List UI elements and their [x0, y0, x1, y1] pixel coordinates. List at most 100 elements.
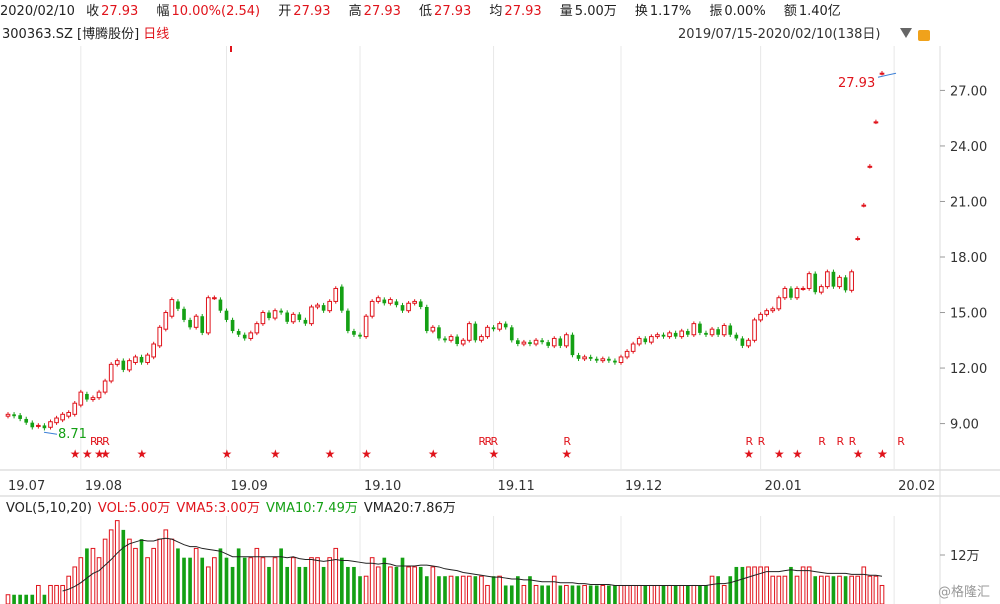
volume-bar	[400, 557, 405, 604]
candle-body	[794, 287, 800, 299]
candle-body	[248, 332, 254, 339]
volume-bar	[721, 584, 727, 604]
candle-body	[96, 391, 102, 399]
volume-bar	[800, 566, 806, 604]
signal-star: ★	[222, 447, 233, 461]
period-kind[interactable]: 日线	[143, 27, 170, 42]
volume-bar	[873, 575, 879, 604]
candle-body	[182, 308, 186, 320]
candle-body	[54, 417, 59, 424]
volume-bar	[879, 584, 885, 604]
volume-bar	[151, 547, 156, 604]
volume-bar	[218, 548, 223, 604]
volume-bar	[60, 584, 65, 604]
candle-body	[309, 306, 314, 325]
volume-bar	[776, 575, 782, 604]
x-tick-label: 19.09	[231, 479, 268, 494]
close-label: 收	[86, 4, 100, 19]
candle-body	[479, 336, 484, 341]
candle-body	[193, 315, 199, 328]
quote-infobar: 2020/02/10 收 27.93 幅 10.00%(2.54) 开 27.93 高…	[0, 0, 1000, 24]
x-tick-label: 19.12	[625, 479, 662, 494]
quote-date: 2020/02/10	[0, 4, 75, 19]
signal-star: ★	[853, 447, 864, 461]
volume-bar	[636, 584, 642, 604]
candle-body	[734, 334, 739, 339]
candle-body	[509, 327, 514, 341]
candle-body	[42, 425, 47, 429]
volume-bar	[230, 566, 235, 604]
candle-body	[764, 310, 770, 315]
volume-bar	[746, 566, 751, 604]
x-tick-label: 20.02	[898, 479, 935, 494]
volume-bar	[588, 585, 593, 604]
candle-body	[704, 332, 708, 335]
volume-bar	[394, 566, 399, 604]
candle-body	[873, 121, 879, 124]
candle-body	[879, 72, 885, 75]
candle-body	[630, 343, 636, 352]
candle-body	[825, 271, 830, 288]
watermark: @格隆汇	[938, 584, 990, 600]
volume-bar	[388, 566, 393, 604]
candle-body	[400, 305, 405, 311]
candle-body	[466, 323, 472, 341]
volume-bar	[285, 566, 290, 604]
lock-icon[interactable]	[918, 30, 930, 41]
volume-bar	[145, 557, 150, 604]
volume-bar	[546, 585, 551, 604]
dropdown-arrow-icon[interactable]	[900, 28, 912, 38]
volume-bar	[236, 548, 241, 604]
low-label: 低	[419, 4, 433, 19]
candle-body	[800, 287, 806, 290]
candle-body	[460, 339, 466, 345]
candle-body	[72, 402, 78, 415]
volume-bar	[363, 575, 369, 604]
volume-bar	[649, 584, 654, 604]
candle-body	[363, 315, 369, 338]
candle-body	[673, 332, 678, 337]
change-label: 幅	[156, 4, 170, 19]
volume-bar	[794, 575, 800, 604]
turnover-value: 1.17%	[649, 4, 692, 19]
volume-bar	[558, 585, 563, 604]
candle-body	[205, 297, 211, 334]
volume-bar	[685, 585, 690, 604]
turnover-label: 换	[634, 4, 648, 19]
candle-body	[327, 300, 333, 312]
candle-body	[369, 300, 375, 317]
volume-bar	[825, 575, 830, 604]
signal-star: ★	[877, 447, 888, 461]
candle-body	[843, 277, 848, 291]
volume-bar	[728, 576, 733, 604]
volume-bar	[716, 576, 720, 604]
candle-body	[698, 323, 702, 333]
volume-bar	[551, 575, 557, 604]
candle-body	[636, 337, 642, 345]
candle-body	[406, 302, 411, 312]
candle-body	[260, 312, 266, 325]
volume-bar	[139, 539, 144, 604]
candle-body	[279, 310, 283, 313]
signal-label: R	[897, 435, 905, 448]
volume-bar	[169, 538, 175, 604]
candle-body	[382, 299, 387, 304]
stock-symbol: 300363.SZ [博腾股份] 日线	[2, 27, 170, 42]
candle-body	[497, 323, 502, 330]
candle-body	[716, 329, 720, 335]
amplitude-value: 0.00%	[724, 4, 766, 19]
candle-body	[188, 319, 192, 328]
volume-bar	[782, 575, 788, 604]
candle-body	[546, 342, 551, 346]
signal-label: R	[90, 435, 98, 448]
volume-bar	[36, 584, 41, 604]
volume-ma-line	[62, 537, 883, 592]
date-range[interactable]: 2019/07/15-2020/02/10(138日)	[678, 27, 881, 42]
candle-body	[855, 237, 861, 240]
candle-body	[818, 286, 824, 293]
candle-body	[582, 356, 587, 360]
candle-body	[163, 312, 169, 330]
candle-body	[12, 414, 16, 417]
signal-label: R	[837, 435, 845, 448]
candle-body	[503, 323, 508, 328]
